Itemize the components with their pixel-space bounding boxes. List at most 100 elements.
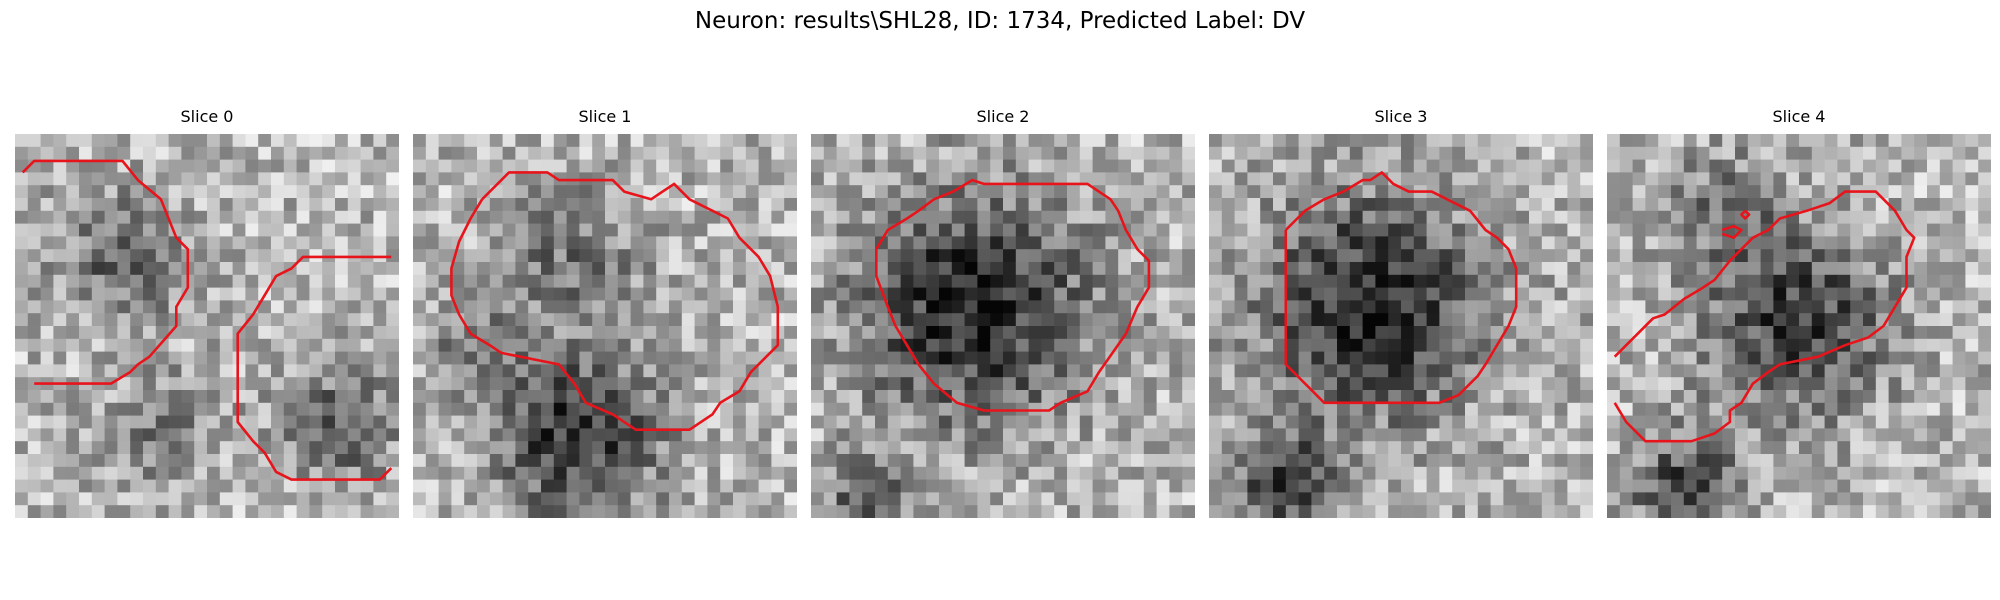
pixel-cell <box>862 415 876 429</box>
pixel-cell <box>40 262 54 276</box>
pixel-cell <box>296 326 310 340</box>
pixel-cell <box>1079 364 1094 378</box>
pixel-cell <box>130 287 144 301</box>
pixel-cell <box>1324 146 1338 161</box>
pixel-cell <box>579 441 593 455</box>
pixel-cell <box>40 134 54 148</box>
pixel-cell <box>1349 313 1364 327</box>
pixel-cell <box>451 377 465 391</box>
pixel-cell <box>1209 402 1223 417</box>
pixel-cell <box>1965 466 1979 481</box>
pixel-cell <box>977 287 991 301</box>
pixel-cell <box>1516 198 1530 212</box>
pixel-cell <box>1632 210 1646 225</box>
pixel-cell <box>1786 338 1800 353</box>
pixel-cell <box>1786 249 1800 263</box>
pixel-cell <box>1567 351 1581 365</box>
pixel-cell <box>1182 428 1195 442</box>
pixel-cell <box>977 415 991 429</box>
pixel-cell <box>1837 505 1851 518</box>
pixel-cell <box>477 159 491 173</box>
pixel-cell <box>1888 479 1902 493</box>
pixel-cell <box>1516 364 1530 378</box>
pixel-cell <box>1209 146 1223 161</box>
pixel-cell <box>1375 364 1389 378</box>
pixel-cell <box>1811 262 1826 276</box>
pixel-cell <box>502 505 516 518</box>
pixel-cell <box>1490 441 1504 455</box>
pixel-cell <box>155 287 170 301</box>
pixel-cell <box>245 402 259 417</box>
pixel-cell <box>245 134 259 148</box>
pixel-cell <box>1837 466 1851 481</box>
pixel-cell <box>1388 146 1402 161</box>
pixel-cell <box>964 326 978 340</box>
pixel-cell <box>489 210 504 225</box>
pixel-cell <box>1658 223 1672 237</box>
pixel-cell <box>104 466 118 481</box>
pixel-cell <box>438 172 452 186</box>
pixel-cell <box>386 415 399 429</box>
pixel-cell <box>1337 236 1351 250</box>
pixel-cell <box>745 185 760 199</box>
pixel-cell <box>515 390 529 404</box>
pixel-cell <box>245 185 259 199</box>
pixel-cell <box>1554 198 1568 212</box>
pixel-cell <box>1619 479 1634 493</box>
pixel-cell <box>1503 134 1517 148</box>
pixel-cell <box>1260 236 1274 250</box>
pixel-cell <box>733 146 747 161</box>
pixel-cell <box>681 466 696 481</box>
pixel-cell <box>322 300 336 314</box>
pixel-cell <box>553 236 568 250</box>
pixel-cell <box>913 454 927 468</box>
pixel-cell <box>1722 210 1736 225</box>
pixel-cell <box>425 146 440 161</box>
pixel-cell <box>1426 146 1440 161</box>
pixel-cell <box>592 159 606 173</box>
pixel-cell <box>900 274 914 289</box>
pixel-cell <box>1234 159 1248 173</box>
pixel-cell <box>232 364 246 378</box>
pixel-cell <box>1028 274 1042 289</box>
pixel-cell <box>784 236 797 250</box>
pixel-cell <box>1221 159 1236 173</box>
pixel-cell <box>1452 454 1466 468</box>
pixel-cell <box>1811 172 1826 186</box>
pixel-cell <box>232 287 246 301</box>
pixel-cell <box>1041 172 1055 186</box>
pixel-cell <box>1760 185 1774 199</box>
pixel-cell <box>1465 454 1479 468</box>
pixel-cell <box>1541 287 1556 301</box>
pixel-cell <box>733 159 747 173</box>
pixel-cell <box>1490 313 1504 327</box>
pixel-cell <box>1978 466 1991 481</box>
pixel-cell <box>207 377 221 391</box>
pixel-cell <box>1541 505 1556 518</box>
pixel-cell <box>1952 364 1966 378</box>
pixel-cell <box>489 492 504 506</box>
pixel-cell <box>1914 402 1928 417</box>
pixel-cell <box>1747 198 1762 212</box>
pixel-cell <box>155 274 170 289</box>
pixel-cell <box>1131 159 1145 173</box>
pixel-cell <box>245 262 259 276</box>
pixel-cell <box>1028 441 1042 455</box>
pixel-cell <box>91 466 106 481</box>
pixel-cell <box>913 313 927 327</box>
pixel-cell <box>669 492 683 506</box>
pixel-cell <box>1824 210 1838 225</box>
pixel-cell <box>1554 492 1568 506</box>
pixel-cell <box>296 364 310 378</box>
pixel-cell <box>1965 159 1979 173</box>
pixel-cell <box>1516 441 1530 455</box>
pixel-cell <box>1477 146 1492 161</box>
pixel-cell <box>849 326 863 340</box>
pixel-cell <box>79 402 93 417</box>
pixel-cell <box>977 326 991 340</box>
pixel-cell <box>194 185 208 199</box>
pixel-cell <box>1875 287 1890 301</box>
pixel-cell <box>451 428 465 442</box>
pixel-cell <box>1645 249 1659 263</box>
pixel-cell <box>849 479 863 493</box>
